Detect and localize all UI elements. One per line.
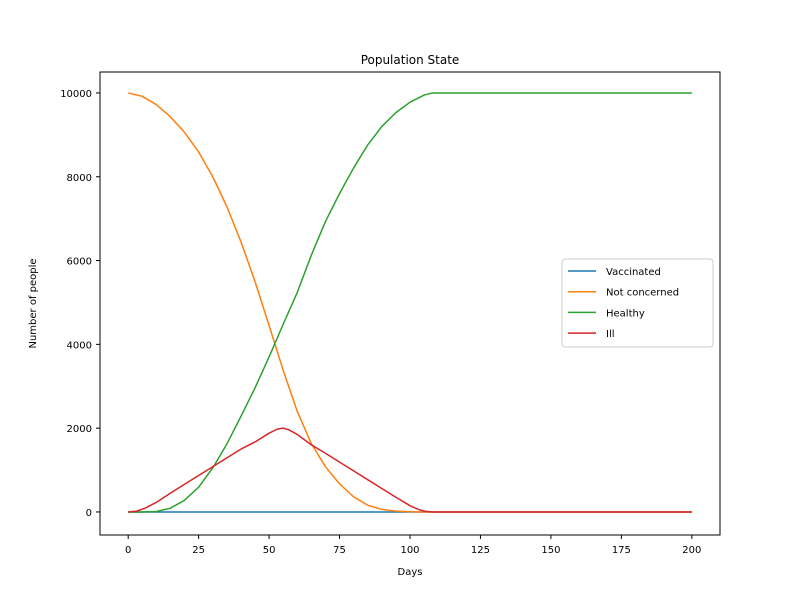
y-tick-label: 4000 bbox=[67, 340, 92, 351]
series-line-ill bbox=[128, 427, 692, 513]
x-tick-label: 175 bbox=[612, 545, 631, 556]
y-tick-label: 8000 bbox=[67, 173, 92, 184]
x-tick-label: 50 bbox=[263, 545, 276, 556]
x-tick-label: 25 bbox=[192, 545, 205, 556]
series-line-healthy bbox=[128, 92, 692, 513]
x-axis-label: Days bbox=[398, 567, 423, 578]
y-tick-label: 2000 bbox=[67, 424, 92, 435]
chart-title: Population State bbox=[361, 53, 460, 67]
y-axis-label: Number of people bbox=[28, 258, 39, 348]
legend-frame bbox=[561, 258, 714, 348]
legend: Vaccinated Not concerned Healthy Ill bbox=[561, 258, 714, 348]
x-tick-label: 150 bbox=[541, 545, 560, 556]
y-tick-label: 6000 bbox=[67, 257, 92, 268]
legend-label-healthy: Healthy bbox=[606, 308, 645, 319]
x-tick-label: 0 bbox=[125, 545, 131, 556]
x-tick-label: 100 bbox=[400, 545, 419, 556]
legend-label-not-concerned: Not concerned bbox=[606, 288, 679, 299]
y-tick-label: 0 bbox=[86, 508, 92, 519]
plot-lines bbox=[128, 92, 692, 513]
x-tick-label: 75 bbox=[333, 545, 346, 556]
legend-label-ill: Ill bbox=[606, 329, 615, 340]
legend-label-vaccinated: Vaccinated bbox=[606, 267, 661, 278]
x-axis: 0 25 50 75 100 125 150 175 200 bbox=[125, 535, 701, 556]
series-line-not-concerned bbox=[128, 92, 692, 513]
x-tick-label: 125 bbox=[471, 545, 490, 556]
y-tick-label: 10000 bbox=[60, 89, 92, 100]
y-axis: 0 2000 4000 6000 8000 10000 bbox=[60, 89, 100, 519]
x-tick-label: 200 bbox=[682, 545, 701, 556]
